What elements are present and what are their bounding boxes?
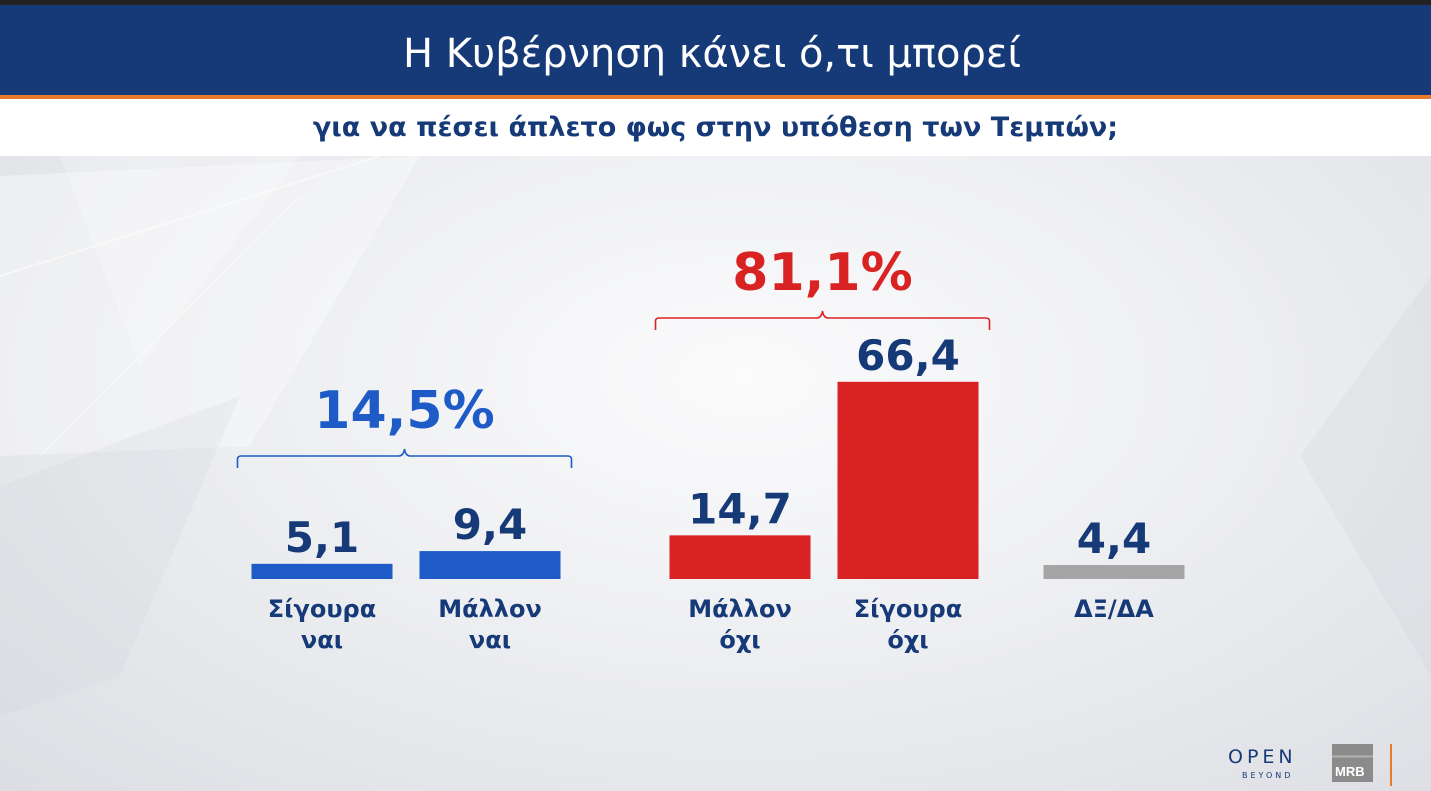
bar-chart: 5,1 Σίγουρα ναι 9,4 Μάλλον ναι 14,7 Μάλλον όχι 66…	[236, 243, 1185, 654]
open-logo-tagline: BEYOND	[1242, 771, 1294, 780]
category-label: Σίγουρα	[854, 595, 962, 623]
mrb-logo-text: MRB	[1335, 764, 1365, 779]
page-title: Η Κυβέρνηση κάνει ό,τι μπορεί	[402, 31, 1022, 77]
page-subtitle: για να πέσει άπλετο φως στην υπόθεση των…	[312, 112, 1119, 143]
bar	[837, 381, 979, 579]
category-label: ναι	[469, 626, 511, 654]
bar-value-label: 14,7	[688, 484, 792, 533]
mrb-logo: MRB	[1332, 744, 1373, 782]
bar-value-label: 4,4	[1077, 514, 1151, 563]
accent-line	[0, 95, 1431, 99]
group-brace	[236, 448, 573, 468]
group-total-label: 14,5%	[314, 381, 494, 441]
group-total-label: 81,1%	[732, 243, 912, 303]
bar	[251, 563, 393, 579]
category-label: όχι	[719, 626, 760, 654]
top-strip	[0, 0, 1431, 5]
bar	[1043, 565, 1185, 579]
subtitle-banner	[0, 99, 1431, 156]
chart-stage: 5,1 Σίγουρα ναι 9,4 Μάλλον ναι 14,7 Μάλλον όχι 66…	[0, 156, 1431, 791]
category-label: Μάλλον	[688, 595, 792, 623]
category-label: Σίγουρα	[268, 595, 376, 623]
open-logo: OPEN	[1228, 746, 1297, 768]
category-label: όχι	[887, 626, 928, 654]
broadcaster-logos: OPEN BEYOND MRB	[1228, 744, 1428, 788]
bar-value-label: 66,4	[856, 331, 960, 380]
bar	[419, 551, 561, 579]
group-brace	[654, 310, 991, 330]
category-label: ΔΞ/ΔΑ	[1074, 595, 1154, 623]
background-decoration	[0, 156, 1431, 716]
bar-value-label: 9,4	[453, 500, 527, 549]
title-banner	[0, 5, 1431, 95]
logo-divider	[1390, 744, 1392, 786]
category-label: Μάλλον	[438, 595, 542, 623]
bar-value-label: 5,1	[285, 513, 359, 562]
bar	[669, 535, 811, 579]
category-label: ναι	[301, 626, 343, 654]
